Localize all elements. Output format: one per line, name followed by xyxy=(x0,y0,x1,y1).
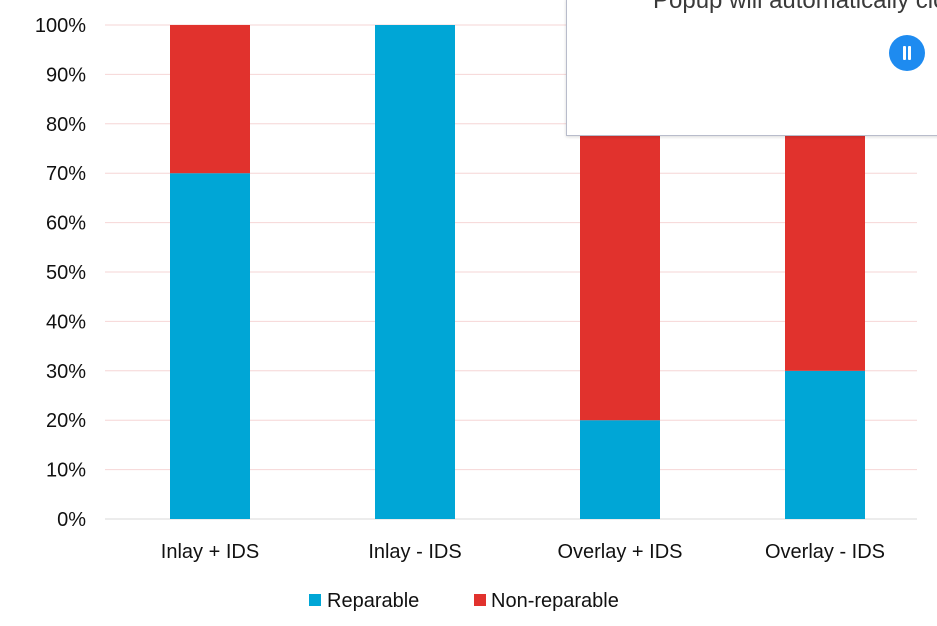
y-tick-label: 50% xyxy=(46,262,86,284)
y-tick-label: 30% xyxy=(46,361,86,383)
bar-segment-reparable xyxy=(580,420,660,519)
x-category-label: Overlay - IDS xyxy=(765,541,885,563)
pause-button[interactable] xyxy=(889,35,925,71)
x-category-label: Inlay - IDS xyxy=(368,541,461,563)
y-tick-label: 40% xyxy=(46,311,86,333)
bar-segment-non-reparable xyxy=(170,25,250,174)
y-tick-label: 90% xyxy=(46,64,86,86)
y-tick-label: 70% xyxy=(46,163,86,185)
y-tick-label: 80% xyxy=(46,114,86,136)
legend-swatch xyxy=(309,594,321,606)
legend-label: Reparable xyxy=(327,590,419,612)
bar-segment-reparable xyxy=(375,25,455,519)
x-category-label: Overlay + IDS xyxy=(557,541,682,563)
popup-message: Popup will automatically close in xyxy=(653,0,937,14)
legend-swatch xyxy=(474,594,486,606)
y-tick-label: 100% xyxy=(35,15,86,37)
x-category-label: Inlay + IDS xyxy=(161,541,259,563)
y-tick-label: 20% xyxy=(46,410,86,432)
bar-segment-reparable xyxy=(785,370,865,519)
legend-label: Non-reparable xyxy=(491,590,619,612)
auto-close-popup: Popup will automatically close in xyxy=(566,0,937,136)
y-tick-label: 0% xyxy=(57,509,86,531)
y-tick-label: 10% xyxy=(46,460,86,482)
y-tick-label: 60% xyxy=(46,213,86,235)
bar-segment-reparable xyxy=(170,173,250,519)
